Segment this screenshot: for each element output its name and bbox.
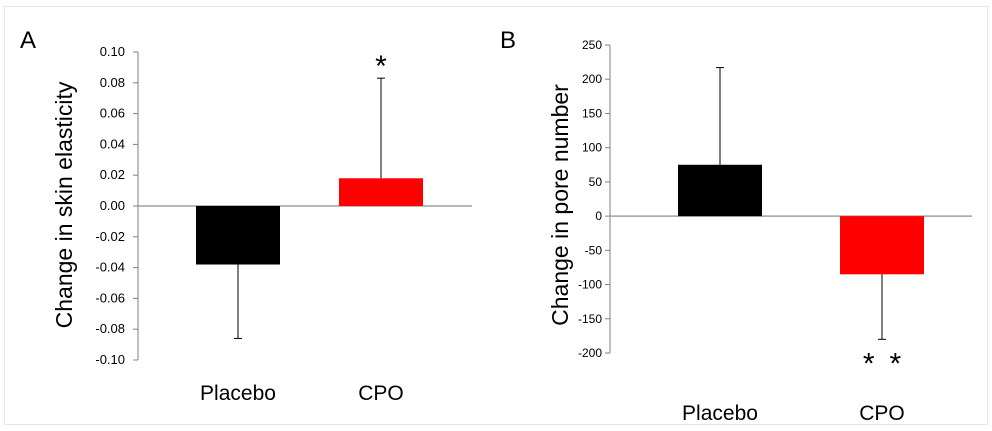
y-tick-label: 0.06 (100, 106, 125, 121)
y-tick-label: 150 (582, 106, 602, 120)
y-axis-title: Change in skin elasticity (51, 81, 77, 328)
figure-frame (4, 6, 988, 425)
bar-cpo (339, 178, 423, 206)
y-tick-label: -0.04 (95, 260, 125, 275)
y-tick-label: 0.08 (100, 75, 125, 90)
y-tick-label: -0.08 (95, 321, 125, 336)
y-tick-label: 0.10 (100, 44, 125, 59)
y-tick-label: -150 (578, 312, 602, 326)
chart-panel-a: A Change in skin elasticity 0.10 0.08 0.06 0.… (20, 27, 472, 405)
significance-marker: * * (863, 347, 902, 380)
category-label: CPO (859, 402, 905, 425)
y-tick-label: 50 (589, 175, 603, 189)
y-tick-label: -0.02 (95, 229, 125, 244)
significance-marker: * (375, 50, 387, 83)
panel-label: A (20, 27, 36, 54)
y-tick-label: -100 (578, 278, 602, 292)
chart-panel-b: B Change in pore number 250 200 150 100 50 0 -50… (500, 27, 972, 425)
bar-cpo (840, 216, 924, 275)
category-label: Placebo (682, 402, 758, 425)
y-tick-label: 200 (582, 72, 602, 86)
y-tick-label: 100 (582, 141, 602, 155)
y-tick-label: 0.00 (100, 198, 125, 213)
y-tick-label: 0.04 (100, 136, 125, 151)
y-tick-label: -0.10 (95, 352, 125, 367)
y-tick-label: 250 (582, 38, 602, 52)
y-tick-label: -50 (585, 243, 603, 257)
bar-placebo (196, 206, 280, 265)
panel-label: B (500, 27, 516, 54)
y-tick-label: 0 (595, 209, 602, 223)
category-label: Placebo (200, 382, 276, 405)
y-axis-title: Change in pore number (547, 84, 573, 326)
y-tick-label: -200 (578, 346, 602, 360)
y-tick-label: -0.06 (95, 290, 125, 305)
bar-placebo (678, 164, 762, 217)
category-label: CPO (358, 382, 404, 405)
y-tick-label: 0.02 (100, 167, 125, 182)
